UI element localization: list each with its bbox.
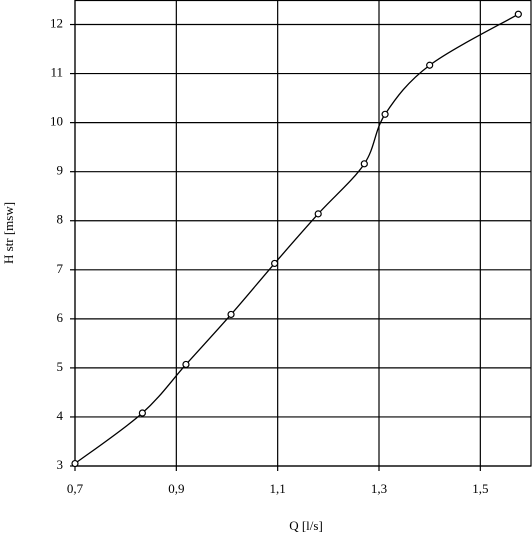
y-tick-label: 3 — [57, 457, 64, 472]
data-point — [381, 110, 389, 118]
y-tick-label: 7 — [57, 261, 64, 276]
data-point — [514, 10, 522, 18]
y-tick-label: 11 — [50, 65, 63, 80]
y-tick-label: 5 — [57, 359, 64, 374]
x-tick-label: 0,7 — [67, 481, 84, 496]
y-axis-title: H str [msw] — [1, 202, 16, 264]
y-tick-label: 4 — [57, 408, 64, 423]
x-tick-label: 1,5 — [472, 481, 488, 496]
y-tick-label: 12 — [50, 16, 63, 31]
data-point — [182, 360, 190, 369]
y-tick-label: 8 — [57, 212, 64, 227]
x-tick-label: 1,1 — [270, 481, 286, 496]
data-point — [271, 259, 279, 268]
data-point — [71, 459, 79, 468]
data-point — [138, 409, 146, 417]
data-point — [360, 160, 368, 168]
data-point — [227, 310, 235, 319]
y-tick-label: 6 — [57, 310, 64, 325]
plot-frame — [74, 0, 532, 467]
data-point — [314, 210, 322, 218]
data-point — [426, 61, 434, 69]
curve — [74, 13, 519, 465]
x-tick-label: 1,3 — [371, 481, 387, 496]
y-tick-label: 10 — [50, 114, 63, 129]
x-tick-label: 0,9 — [168, 481, 184, 496]
y-tick-label: 9 — [57, 163, 64, 178]
x-axis-title: Q [l/s] — [289, 518, 323, 533]
